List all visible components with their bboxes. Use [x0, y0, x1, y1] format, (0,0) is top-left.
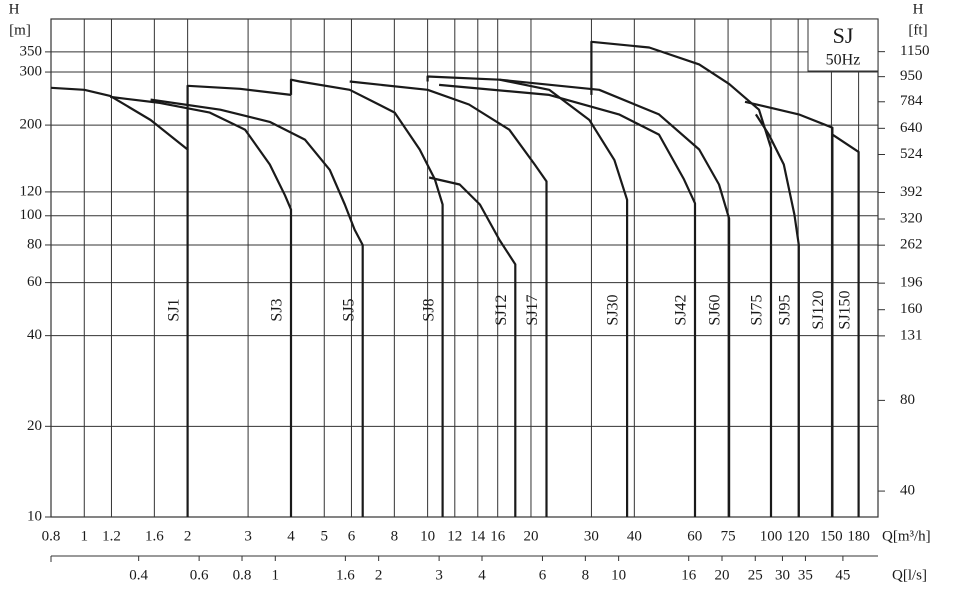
- y-tick-label: 10: [27, 508, 42, 524]
- x-tick-label: 75: [721, 528, 736, 544]
- x2-tick-label: 4: [478, 567, 486, 583]
- x-tick-label: 150: [820, 528, 843, 544]
- pump-curve: [754, 113, 800, 517]
- series-label: SJ12: [493, 294, 510, 325]
- pump-curve: [744, 100, 834, 517]
- x2-tick-label: 2: [375, 567, 383, 583]
- x-tick-label: 4: [287, 528, 295, 544]
- series-label: SJ1: [165, 298, 182, 321]
- pump-curve: [499, 78, 731, 517]
- series-label: SJ60: [707, 294, 724, 325]
- y-tick-label: 350: [20, 43, 43, 59]
- y-tick-label: 200: [20, 117, 43, 133]
- x-tick-label: 3: [244, 528, 252, 544]
- series-label: SJ120: [810, 290, 827, 329]
- x-tick-label: 14: [470, 528, 486, 544]
- x2-tick-label: 25: [748, 567, 763, 583]
- x2-tick-label: 3: [435, 567, 443, 583]
- y-tick-label: 60: [27, 274, 42, 290]
- x2-tick-label: 0.4: [129, 567, 148, 583]
- y-tick-label: 40: [27, 327, 42, 343]
- x-tick-label: 2: [184, 528, 192, 544]
- pump-curve: [110, 84, 293, 517]
- pump-curve: [349, 80, 548, 517]
- y-tick-label: 300: [20, 63, 43, 79]
- y2-axis-unit: [ft]: [908, 22, 927, 38]
- x2-tick-label: 35: [798, 567, 813, 583]
- y-axis-label: H: [9, 1, 20, 17]
- y-tick-label: 100: [20, 207, 43, 223]
- series-label: SJ150: [836, 290, 853, 329]
- x2-tick-label: 1.6: [336, 567, 355, 583]
- pump-curve: [831, 133, 860, 517]
- x-tick-label: 1: [81, 528, 89, 544]
- x-tick-label: 10: [420, 528, 435, 544]
- y2-tick-label: 196: [900, 275, 923, 291]
- series-label: SJ95: [776, 294, 793, 325]
- x2-tick-label: 30: [775, 567, 790, 583]
- x-tick-label: 120: [787, 528, 810, 544]
- y2-axis-label: H: [913, 1, 924, 17]
- y2-tick-label: 392: [900, 184, 923, 200]
- x-tick-label: 5: [321, 528, 329, 544]
- pump-curve: [289, 78, 444, 517]
- y2-tick-label: 320: [900, 210, 923, 226]
- chart-subtitle: 50Hz: [826, 52, 861, 69]
- y2-tick-label: 262: [900, 237, 923, 253]
- y2-tick-label: 524: [900, 146, 923, 162]
- y2-tick-label: 80: [900, 392, 915, 408]
- x-tick-label: 60: [687, 528, 702, 544]
- series-label: SJ30: [605, 294, 622, 325]
- pump-curve: [439, 83, 697, 517]
- x-tick-label: 20: [523, 528, 538, 544]
- series-label: SJ3: [269, 298, 286, 321]
- x-tick-label: 180: [847, 528, 870, 544]
- x-tick-label: 1.2: [102, 528, 121, 544]
- y2-tick-label: 40: [900, 483, 915, 499]
- x2-tick-label: 6: [539, 567, 547, 583]
- x2-axis-label: Q[l/s]: [892, 567, 927, 583]
- y-axis-unit: [m]: [9, 22, 31, 38]
- series-label: SJ5: [340, 298, 357, 321]
- x-tick-label: 12: [447, 528, 462, 544]
- x2-tick-label: 0.6: [190, 567, 209, 583]
- y-tick-label: 120: [20, 183, 43, 199]
- x-tick-label: 40: [627, 528, 642, 544]
- pump-curve: [150, 98, 364, 517]
- x2-tick-label: 1: [272, 567, 280, 583]
- pump-curve: [426, 75, 629, 517]
- chart-title: SJ: [833, 23, 854, 48]
- x-axis-label: Q[m³/h]: [882, 528, 931, 544]
- x-tick-label: 6: [348, 528, 356, 544]
- x2-tick-label: 16: [681, 567, 697, 583]
- x-tick-label: 1.6: [145, 528, 164, 544]
- y2-tick-label: 131: [900, 327, 923, 343]
- y-tick-label: 80: [27, 236, 42, 252]
- series-label: SJ42: [673, 294, 690, 325]
- x2-tick-label: 0.8: [233, 567, 252, 583]
- x-tick-label: 0.8: [42, 528, 61, 544]
- series-label: SJ75: [749, 294, 766, 325]
- series-label: SJ17: [524, 294, 541, 325]
- x2-tick-label: 20: [714, 567, 729, 583]
- pump-curve: [590, 40, 773, 517]
- x-tick-label: 8: [391, 528, 399, 544]
- y2-tick-label: 640: [900, 120, 923, 136]
- series-label: SJ8: [420, 298, 437, 321]
- x-tick-label: 16: [490, 528, 506, 544]
- x2-tick-label: 8: [582, 567, 590, 583]
- y-tick-label: 20: [27, 418, 42, 434]
- title-box: [807, 18, 879, 72]
- x2-tick-label: 45: [835, 567, 850, 583]
- y2-tick-label: 1150: [900, 43, 929, 59]
- y2-tick-label: 160: [900, 301, 923, 317]
- x-tick-label: 100: [760, 528, 783, 544]
- x2-tick-label: 10: [611, 567, 626, 583]
- pump-curve: [428, 176, 517, 517]
- x-tick-label: 30: [584, 528, 599, 544]
- y2-tick-label: 784: [900, 93, 923, 109]
- y2-tick-label: 950: [900, 68, 923, 84]
